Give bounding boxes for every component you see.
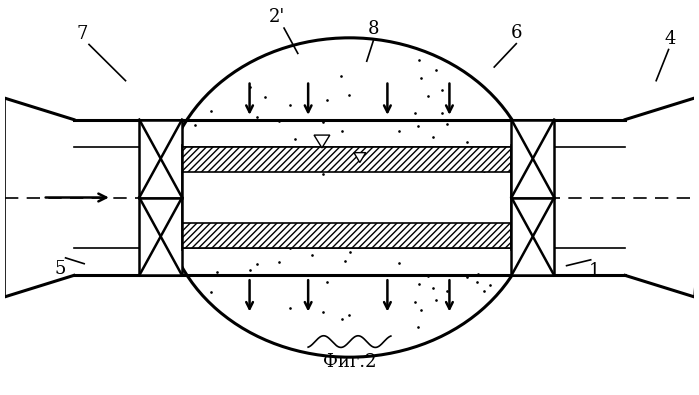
Text: 5: 5 bbox=[55, 260, 66, 278]
Polygon shape bbox=[354, 152, 366, 162]
Polygon shape bbox=[314, 135, 330, 148]
Bar bbox=[182, 223, 512, 248]
Bar bbox=[139, 198, 182, 275]
Text: 7: 7 bbox=[76, 25, 88, 43]
Text: 6: 6 bbox=[510, 24, 522, 42]
Bar bbox=[139, 120, 182, 198]
Text: 4: 4 bbox=[665, 30, 677, 47]
Text: 1: 1 bbox=[589, 262, 600, 280]
Bar bbox=[512, 198, 554, 275]
Text: 8: 8 bbox=[368, 20, 380, 38]
Bar bbox=[182, 147, 512, 172]
Text: Фиг.2: Фиг.2 bbox=[323, 353, 376, 371]
Bar bbox=[182, 172, 512, 223]
Text: 2': 2' bbox=[269, 8, 285, 26]
Bar bbox=[512, 120, 554, 198]
